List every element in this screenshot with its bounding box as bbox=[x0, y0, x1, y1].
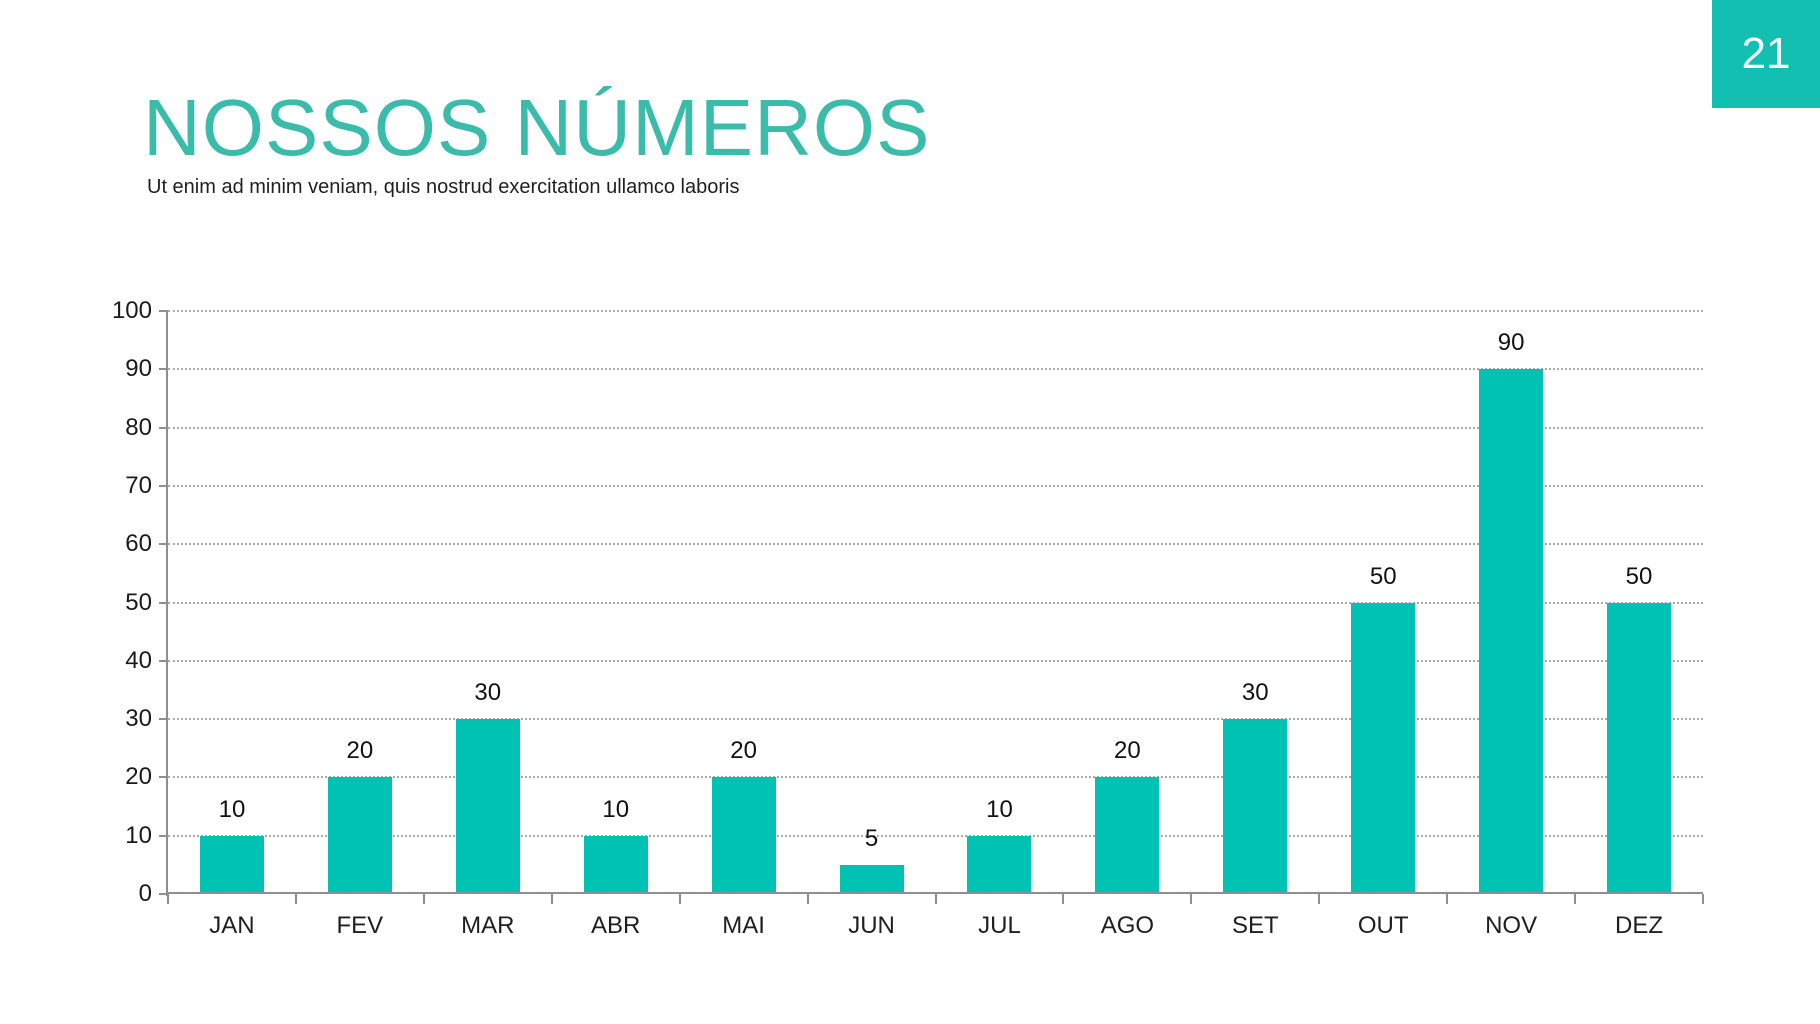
x-tick bbox=[1702, 894, 1704, 904]
y-tick-label: 60 bbox=[125, 530, 152, 558]
gridline bbox=[168, 601, 1703, 604]
x-category-label: SET bbox=[1231, 912, 1279, 939]
bar-value-label: 50 bbox=[1625, 562, 1653, 590]
page-number: 21 bbox=[1741, 29, 1791, 78]
gridline bbox=[168, 484, 1703, 487]
y-tick bbox=[159, 543, 168, 546]
bar-set bbox=[1223, 719, 1288, 894]
page-number-badge: 21 bbox=[1712, 0, 1820, 108]
x-tick bbox=[1318, 894, 1321, 904]
x-category-label: JAN bbox=[209, 912, 255, 939]
y-tick bbox=[159, 368, 168, 371]
x-tick bbox=[806, 894, 809, 904]
y-tick bbox=[159, 484, 168, 487]
bar-value-label: 30 bbox=[1241, 679, 1269, 707]
gridline bbox=[168, 426, 1703, 429]
x-category-label: FEV bbox=[336, 912, 384, 939]
x-category-label: OUT bbox=[1357, 912, 1409, 939]
x-category-label: DEZ bbox=[1615, 912, 1664, 939]
gridline bbox=[168, 776, 1703, 779]
x-category-label: JUL bbox=[978, 912, 1021, 939]
x-category-label: JUN bbox=[848, 912, 895, 939]
x-tick bbox=[167, 894, 169, 904]
bar-dez bbox=[1607, 602, 1672, 894]
y-tick bbox=[159, 776, 168, 779]
bar-value-label: 90 bbox=[1497, 329, 1525, 357]
x-category-label: NOV bbox=[1485, 912, 1538, 939]
bar-jun bbox=[839, 864, 904, 894]
bar-nov bbox=[1479, 369, 1544, 894]
x-category-label: MAR bbox=[461, 912, 515, 939]
y-tick bbox=[159, 718, 168, 721]
bar-ago bbox=[1095, 777, 1160, 894]
y-tick bbox=[159, 893, 168, 895]
bar-out bbox=[1351, 602, 1416, 894]
slide-subtitle: Ut enim ad minim veniam, quis nostrud ex… bbox=[147, 176, 740, 198]
bar-jul bbox=[967, 835, 1032, 894]
x-tick bbox=[1190, 894, 1193, 904]
bar-mar bbox=[455, 719, 520, 894]
y-tick-label: 10 bbox=[125, 821, 152, 849]
x-tick bbox=[550, 894, 553, 904]
bar-value-label: 30 bbox=[474, 679, 502, 707]
x-tick bbox=[678, 894, 681, 904]
x-axis-line bbox=[166, 892, 1703, 894]
x-tick bbox=[422, 894, 425, 904]
y-tick bbox=[159, 834, 168, 837]
y-tick-label: 100 bbox=[111, 297, 152, 324]
bar-fev bbox=[327, 777, 392, 894]
gridline bbox=[168, 659, 1703, 662]
y-tick-label: 20 bbox=[125, 763, 152, 791]
x-category-label: ABR bbox=[591, 912, 641, 939]
bar-abr bbox=[583, 835, 648, 894]
bar-value-label: 10 bbox=[986, 795, 1013, 823]
y-tick-label: 90 bbox=[125, 355, 152, 383]
x-tick bbox=[294, 894, 297, 904]
y-tick bbox=[159, 601, 168, 604]
x-tick bbox=[1062, 894, 1065, 904]
bar-mai bbox=[711, 777, 776, 894]
x-tick bbox=[1446, 894, 1449, 904]
y-tick bbox=[159, 426, 168, 429]
x-tick bbox=[934, 894, 937, 904]
gridline bbox=[168, 834, 1703, 837]
y-axis-line bbox=[166, 311, 168, 896]
y-tick bbox=[159, 659, 168, 662]
bar-value-label: 20 bbox=[1114, 737, 1141, 765]
gridline bbox=[168, 543, 1703, 546]
y-tick-label: 50 bbox=[125, 588, 152, 616]
y-tick-label: 80 bbox=[125, 413, 152, 441]
x-category-label: AGO bbox=[1100, 912, 1155, 939]
gridline bbox=[168, 718, 1703, 721]
y-tick-label: 0 bbox=[138, 880, 152, 907]
bar-value-label: 50 bbox=[1369, 562, 1397, 590]
gridline bbox=[168, 310, 1703, 312]
y-tick bbox=[159, 310, 168, 312]
bar-value-label: 10 bbox=[218, 795, 246, 823]
bar-value-label: 10 bbox=[602, 795, 630, 823]
x-tick bbox=[1574, 894, 1577, 904]
gridline bbox=[168, 368, 1703, 371]
bar-value-label: 5 bbox=[864, 824, 879, 852]
bar-value-label: 20 bbox=[730, 737, 757, 765]
slide-title: NOSSOS NÚMEROS bbox=[143, 83, 931, 172]
x-category-label: MAI bbox=[722, 912, 765, 939]
bar-value-label: 20 bbox=[346, 737, 374, 765]
y-tick-label: 40 bbox=[125, 646, 152, 674]
y-tick-label: 70 bbox=[125, 471, 152, 499]
bar-jan bbox=[199, 835, 264, 894]
y-tick-label: 30 bbox=[125, 705, 152, 733]
